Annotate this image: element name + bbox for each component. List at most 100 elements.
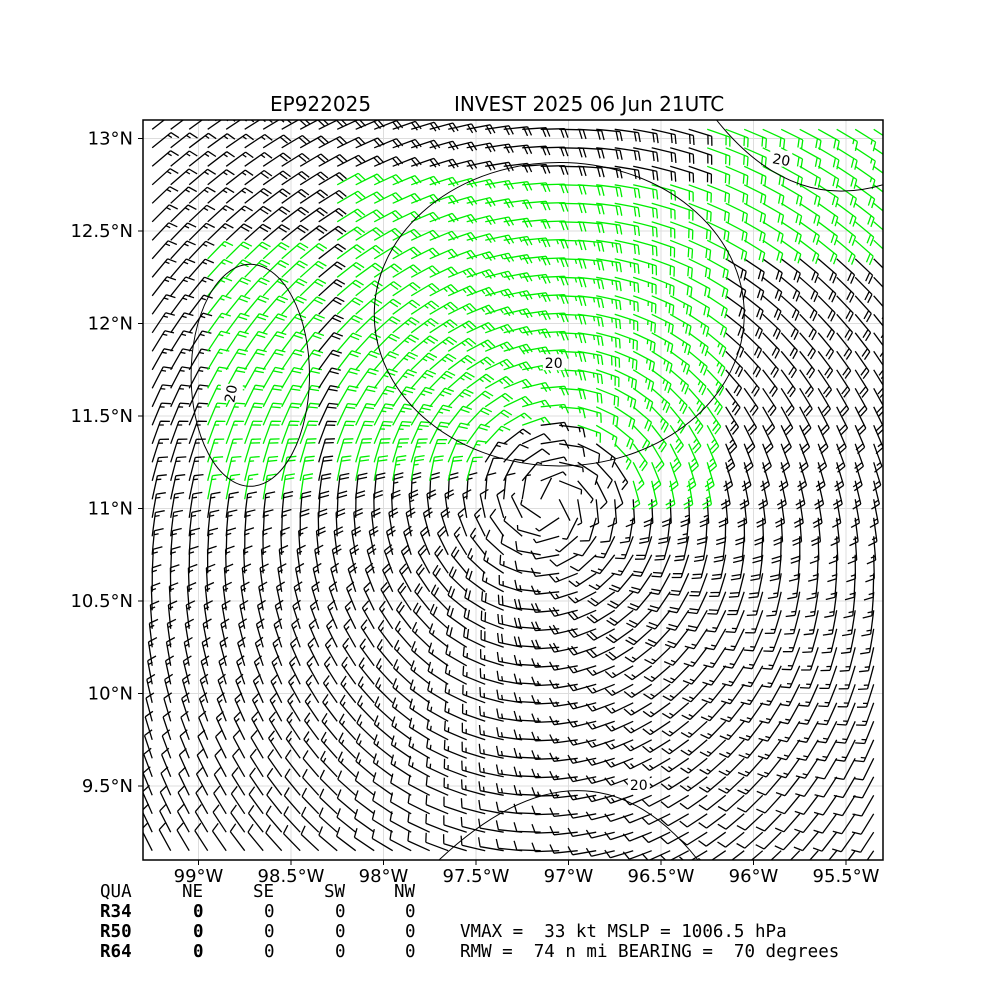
wind-barb	[466, 390, 494, 408]
wind-barb	[477, 837, 504, 852]
wind-barb	[651, 554, 671, 578]
wind-barb	[521, 461, 543, 482]
wind-barb	[577, 350, 604, 365]
wind-barb	[170, 527, 182, 555]
wind-barb	[262, 170, 291, 186]
wind-barb	[651, 443, 665, 473]
wind-barb	[596, 202, 623, 216]
wind-barb	[444, 489, 455, 518]
wind-barb	[363, 581, 375, 611]
wind-barb	[559, 350, 587, 363]
wind-barb	[836, 369, 851, 398]
wind-barb	[411, 121, 441, 132]
wind-barb	[467, 548, 486, 574]
wind-barb	[266, 767, 283, 796]
wind-barb	[802, 628, 819, 654]
wind-barb	[188, 330, 212, 352]
wind-barb	[567, 846, 597, 856]
wind-barb	[595, 480, 608, 510]
wind-barb	[188, 545, 199, 574]
wind-barb	[531, 842, 560, 853]
wind-barb	[484, 441, 508, 463]
wind-barb	[373, 350, 400, 371]
wind-barb	[706, 332, 727, 358]
wind-barb	[559, 443, 586, 457]
wind-barb	[170, 491, 185, 518]
wind-barb	[577, 461, 599, 485]
wind-barb	[339, 694, 357, 722]
wind-barb	[589, 499, 600, 528]
wind-barb	[817, 387, 831, 417]
wind-barb	[385, 525, 396, 555]
wind-barb	[865, 554, 875, 583]
wind-barb	[856, 684, 875, 708]
wind-barb	[669, 387, 688, 415]
wind-barb	[854, 239, 874, 266]
wind-barb	[315, 526, 326, 555]
wind-barb	[188, 438, 206, 463]
wind-barb	[207, 294, 232, 315]
wind-barb	[854, 406, 867, 436]
wind-barb	[408, 736, 431, 759]
wind-barb	[185, 600, 196, 629]
wind-barb	[718, 776, 745, 794]
wind-barb	[817, 165, 840, 189]
wind-barb	[548, 572, 578, 583]
lat-tick-label: 12°N	[88, 314, 133, 335]
wind-barb	[503, 515, 523, 537]
wind-barb	[299, 120, 329, 130]
wind-barb	[654, 536, 671, 561]
wind-barb	[854, 202, 875, 228]
wind-barb	[233, 711, 246, 741]
wind-barb	[503, 412, 532, 426]
contour-label-bg	[542, 354, 565, 371]
rmw-bearing-text: RMW = 74 n mi BEARING = 70 degrees	[460, 942, 840, 962]
wind-barb	[225, 312, 250, 334]
wind-barb	[206, 545, 217, 574]
wind-barb	[188, 186, 216, 204]
wind-barb	[688, 313, 710, 337]
wind-barb	[577, 165, 605, 178]
wind-barb	[513, 673, 541, 685]
wind-barb	[207, 205, 235, 223]
wind-barb	[500, 533, 523, 556]
wind-barb	[207, 258, 233, 278]
wind-barb	[281, 508, 292, 537]
wind-barb	[680, 757, 708, 774]
wind-barb	[622, 813, 652, 824]
wind-barb	[244, 509, 256, 537]
wind-barb	[833, 794, 856, 817]
wind-barb	[151, 510, 165, 537]
wind-barb	[559, 387, 587, 400]
wind-barb	[170, 222, 197, 241]
wind-barb	[685, 609, 708, 632]
wind-barb	[410, 403, 433, 426]
wind-barb	[737, 757, 764, 777]
wind-barb	[817, 258, 838, 284]
wind-barb	[522, 273, 551, 284]
wind-barb	[466, 423, 491, 445]
wind-barb	[596, 239, 623, 254]
wind-barb	[633, 184, 659, 200]
wind-barb	[281, 438, 299, 463]
wind-barb	[711, 554, 727, 580]
wind-barb	[679, 776, 708, 792]
wind-barb	[873, 147, 883, 155]
wind-barb	[669, 276, 693, 297]
wind-barb	[447, 231, 478, 242]
axis-ticks: 99°W 98.5°W 98°W 97.5°W 97°W 96.5°W 96°W 95.5°W…	[70, 129, 879, 888]
wind-barb	[873, 332, 883, 361]
wind-barb	[595, 424, 618, 447]
wind-barb	[817, 425, 829, 455]
wind-barb	[188, 150, 217, 167]
wind-barb	[633, 258, 658, 276]
wind-barb	[343, 618, 357, 648]
wind-barb	[194, 804, 209, 833]
wind-barb	[646, 609, 671, 630]
wind-barb	[641, 831, 671, 844]
wind-barb	[873, 443, 883, 473]
wind-barb	[244, 384, 265, 408]
wind-barb	[725, 425, 738, 454]
wind-barb	[485, 179, 514, 190]
wind-barb	[549, 752, 578, 762]
